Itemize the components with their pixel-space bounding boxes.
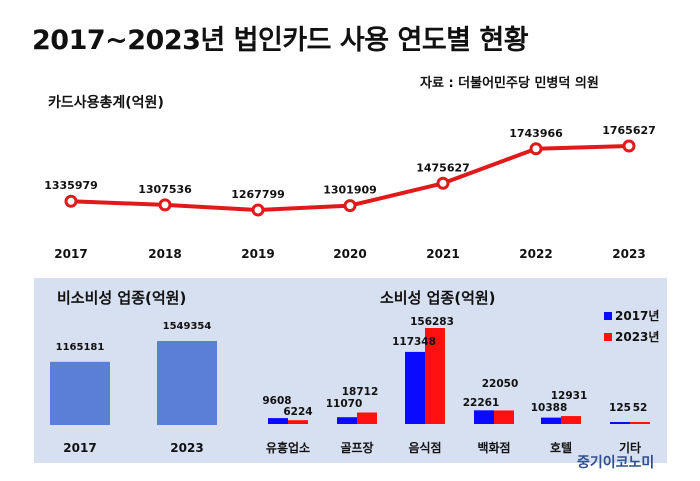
line-x-tick-2018: 2018 (148, 247, 181, 261)
consumer-x-tick-음식점: 음식점 (408, 440, 441, 455)
line-data-label-2017: 1335979 (44, 179, 98, 192)
consumer-x-tick-호텔: 호텔 (550, 441, 572, 455)
line-x-tick-2021: 2021 (426, 247, 459, 261)
legend-label-2023년: 2023년 (615, 330, 659, 344)
line-data-label-2023: 1765627 (602, 124, 656, 137)
consumer-bar-유흥업소-2023년 (288, 420, 308, 424)
consumer-x-tick-백화점: 백화점 (477, 440, 510, 455)
line-point-2020 (343, 199, 357, 213)
consumer-bar-호텔-2017년 (541, 417, 561, 424)
nonconsumer-value-label-2023: 1549354 (163, 321, 212, 332)
consumer-x-tick-유흥업소: 유흥업소 (266, 440, 310, 455)
line-data-label-2018: 1307536 (138, 183, 192, 196)
line-point-2017 (64, 194, 78, 208)
watermark-logo: 중기이코노미 (577, 455, 655, 471)
consumer-value-label-기타-2023년: 52 (633, 402, 648, 414)
page-title: 2017~2023년 법인카드 사용 연도별 현황 (32, 25, 529, 56)
consumer-bar-백화점-2023년 (494, 410, 514, 424)
line-point-2019 (251, 203, 265, 217)
legend-label-2017년: 2017년 (615, 309, 659, 323)
nonconsumer-x-tick-2017: 2017 (63, 441, 96, 455)
consumer-value-label-백화점-2017년: 22261 (463, 397, 500, 409)
consumer-bar-음식점-2017년 (405, 351, 425, 424)
line-point-2021 (436, 176, 450, 190)
legend-swatch-2023년 (604, 333, 612, 341)
consumer-value-label-기타-2017년: 125 (609, 402, 631, 414)
line-x-tick-2022: 2022 (519, 247, 552, 261)
nonconsumer-x-tick-2023: 2023 (170, 441, 203, 455)
consumer-bar-음식점-2023년 (425, 328, 445, 424)
line-x-tick-2019: 2019 (241, 247, 274, 261)
line-point-2022 (529, 142, 543, 156)
consumer-chart-title: 소비성 업종(억원) (380, 289, 496, 307)
line-data-label-2022: 1743966 (509, 127, 563, 140)
line-point-2018 (158, 198, 172, 212)
consumer-value-label-호텔-2023년: 12931 (551, 390, 588, 402)
consumer-bar-기타-2017년 (610, 422, 630, 424)
line-data-label-2021: 1475627 (416, 161, 470, 174)
consumer-x-tick-기타: 기타 (619, 440, 641, 455)
consumer-x-tick-골프장: 골프장 (340, 441, 373, 455)
nonconsumer-value-label-2017: 1165181 (56, 342, 105, 353)
line-chart-ylabel: 카드사용총계(억원) (48, 95, 164, 111)
consumer-bar-골프장-2023년 (357, 412, 377, 424)
consumer-bar-백화점-2017년 (474, 410, 494, 424)
consumer-value-label-호텔-2017년: 10388 (531, 402, 568, 414)
consumer-value-label-음식점-2023년: 156283 (410, 316, 454, 328)
line-x-tick-2020: 2020 (333, 247, 366, 261)
consumer-bar-골프장-2017년 (337, 417, 357, 424)
line-x-tick-2017: 2017 (54, 247, 87, 261)
source-note: 자료 : 더불어민주당 민병덕 의원 (420, 76, 599, 91)
consumer-bar-유흥업소-2017년 (268, 418, 288, 424)
consumer-bar-호텔-2023년 (561, 416, 581, 424)
consumer-value-label-백화점-2023년: 22050 (482, 378, 519, 390)
nonconsumer-bar-2017 (50, 361, 110, 425)
consumer-bar-기타-2023년 (630, 422, 650, 424)
consumer-value-label-골프장-2023년: 18712 (342, 386, 379, 398)
line-x-tick-2023: 2023 (612, 247, 645, 261)
bottom-panel (34, 278, 667, 463)
legend-swatch-2017년 (604, 312, 612, 320)
consumer-value-label-유흥업소-2017년: 9608 (262, 395, 291, 407)
consumer-value-label-음식점-2017년: 117348 (392, 336, 436, 348)
nonconsumer-bar-2023 (157, 341, 217, 425)
consumer-value-label-유흥업소-2023년: 6224 (283, 406, 312, 418)
line-data-label-2020: 1301909 (323, 184, 377, 197)
line-data-label-2019: 1267799 (231, 188, 285, 201)
nonconsumer-chart-title: 비소비성 업종(억원) (57, 289, 187, 307)
consumer-value-label-골프장-2017년: 11070 (326, 398, 363, 410)
line-point-2023 (622, 139, 636, 153)
